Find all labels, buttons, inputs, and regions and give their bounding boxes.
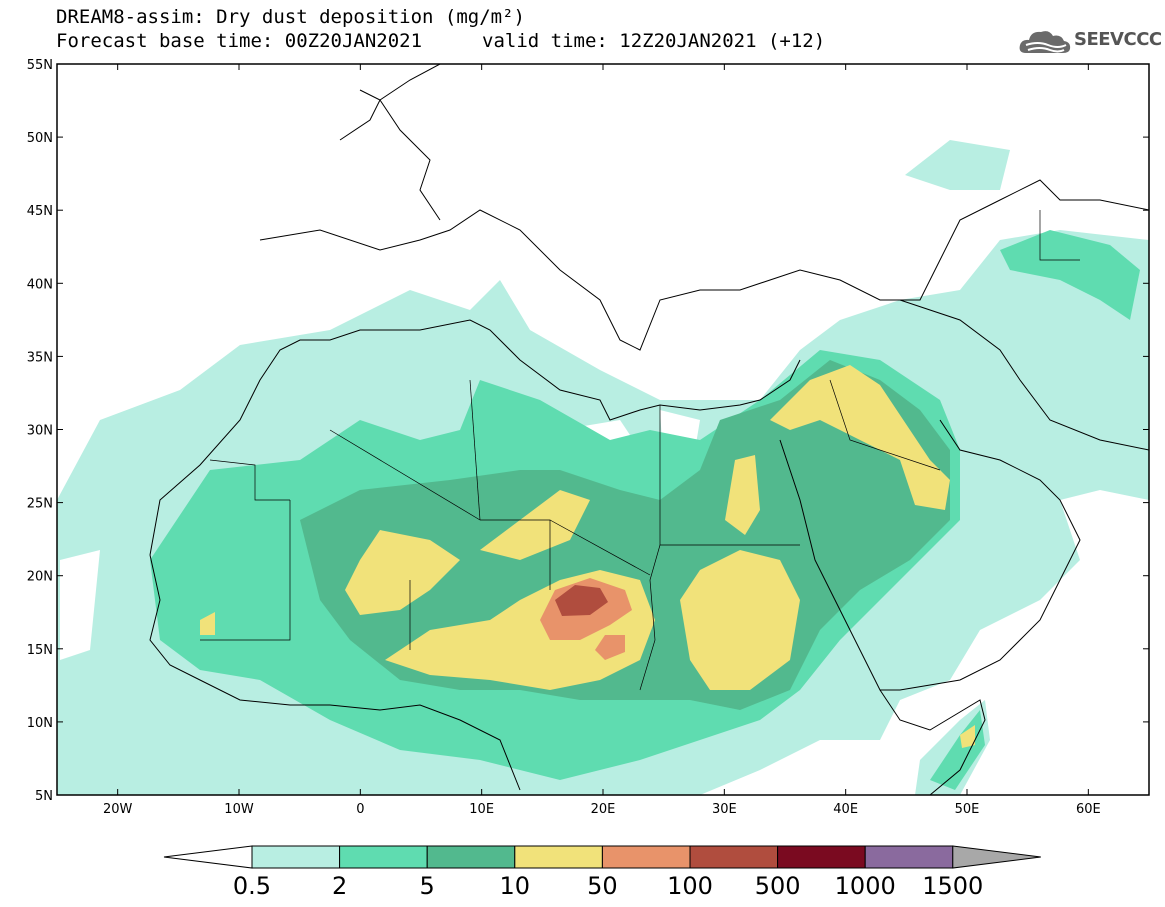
contour-10-west bbox=[345, 530, 460, 615]
colorbar-label: 500 bbox=[755, 872, 801, 900]
lat-tick-label: 50N bbox=[27, 131, 53, 146]
lat-tick-label: 20N bbox=[27, 570, 53, 585]
colorbar-label: 2 bbox=[332, 872, 347, 900]
lat-axis: 55N 50N 45N 40N 35N 30N 25N 20N 15N 10N 5N bbox=[27, 58, 1149, 804]
colorbar-swatch bbox=[426, 845, 516, 869]
country-borders bbox=[200, 210, 1080, 691]
colorbar-swatch bbox=[864, 845, 954, 869]
colorbar-label: 1500 bbox=[922, 872, 983, 900]
colorbar-swatch bbox=[689, 845, 779, 869]
lon-tick-label: 10W bbox=[224, 802, 254, 817]
lon-tick-label: 40E bbox=[833, 802, 858, 817]
contour-100 bbox=[555, 585, 608, 616]
colorbar-under-triangle bbox=[163, 845, 253, 869]
lon-axis: 20W 10W 0 10E 20E 30E 40E 50E 60E bbox=[103, 64, 1101, 817]
colorbar-swatch bbox=[601, 845, 691, 869]
cloud-icon bbox=[1019, 31, 1071, 53]
colorbar-swatch bbox=[777, 845, 866, 869]
colorbar-swatch bbox=[339, 845, 428, 869]
lon-tick-label: 20E bbox=[591, 802, 616, 817]
lon-tick-label: 0 bbox=[356, 802, 364, 817]
colorbar-label: 50 bbox=[587, 872, 618, 900]
lon-tick-label: 50E bbox=[955, 802, 980, 817]
lon-tick-label: 60E bbox=[1076, 802, 1101, 817]
lon-tick-label: 20W bbox=[103, 802, 133, 817]
contour-0-5-north bbox=[905, 140, 1010, 190]
contour-10-chad bbox=[480, 490, 590, 560]
lat-tick-label: 55N bbox=[27, 58, 53, 73]
contour-50-b bbox=[595, 635, 625, 660]
logo-text: SEEVCCC bbox=[1074, 29, 1162, 50]
contour-10-somalia bbox=[960, 725, 975, 748]
lon-tick-label: 30E bbox=[712, 802, 737, 817]
contour-10-egypt bbox=[725, 455, 760, 535]
colorbar-label: 100 bbox=[667, 872, 713, 900]
valid-time: valid time: 12Z20JAN2021 (+12) bbox=[482, 30, 826, 52]
contour-10-sudan bbox=[680, 550, 800, 690]
lat-tick-label: 45N bbox=[27, 204, 53, 219]
colorbar-label: 5 bbox=[420, 872, 435, 900]
colorbar-over-triangle bbox=[952, 845, 1041, 869]
colorbar-label: 0.5 bbox=[233, 872, 271, 900]
lat-tick-label: 15N bbox=[27, 643, 53, 658]
lat-tick-label: 30N bbox=[27, 424, 53, 439]
lon-tick-label: 10E bbox=[469, 802, 494, 817]
contour-10-arabia bbox=[770, 365, 950, 510]
lat-tick-label: 25N bbox=[27, 497, 53, 512]
lat-tick-label: 5N bbox=[35, 789, 53, 804]
colorbar-swatch bbox=[514, 845, 603, 869]
lat-tick-label: 35N bbox=[27, 350, 53, 365]
map-title: DREAM8-assim: Dry dust deposition (mg/m²… bbox=[56, 6, 525, 28]
forecast-base-time: Forecast base time: 00Z20JAN2021 bbox=[56, 30, 423, 52]
colorbar-swatch bbox=[251, 845, 341, 869]
lat-tick-label: 40N bbox=[27, 277, 53, 292]
colorbar-label: 1000 bbox=[835, 872, 896, 900]
contour-2-asia bbox=[1000, 230, 1140, 320]
coastlines bbox=[149, 64, 1149, 795]
deposition-field bbox=[57, 64, 1149, 795]
colorbar-label: 10 bbox=[500, 872, 531, 900]
lat-tick-label: 10N bbox=[27, 716, 53, 731]
seevccc-logo: SEEVCCC bbox=[1018, 27, 1162, 57]
contour-10-west-africa bbox=[200, 612, 215, 635]
